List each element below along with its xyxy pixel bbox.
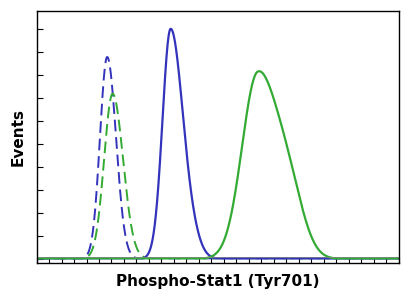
- X-axis label: Phospho-Stat1 (Tyr701): Phospho-Stat1 (Tyr701): [116, 274, 319, 289]
- Y-axis label: Events: Events: [11, 108, 26, 166]
